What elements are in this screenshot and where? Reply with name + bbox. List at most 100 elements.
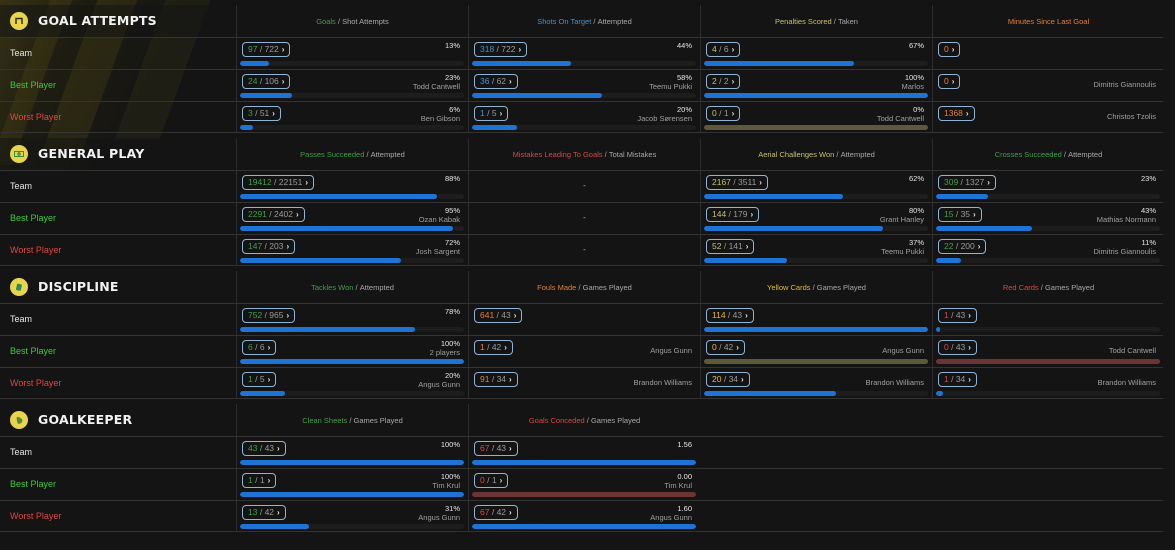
stat-value-button[interactable]: 1 / 5 › bbox=[474, 106, 509, 121]
stat-percentage: 13% bbox=[444, 41, 460, 50]
stat-numerator: 2291 bbox=[248, 209, 267, 219]
stat-value-button[interactable]: 0 / 43 › bbox=[938, 340, 977, 355]
stat-denominator: 5 bbox=[259, 374, 265, 384]
stat-denominator: 1327 bbox=[965, 177, 985, 187]
chevron-right-icon: › bbox=[504, 343, 507, 352]
row-label-team: Team bbox=[10, 447, 33, 457]
stat-value-button[interactable]: 19412 / 22151 › bbox=[242, 175, 315, 190]
row-label-worst: Worst Player bbox=[10, 511, 62, 521]
stat-denominator: 42 bbox=[496, 507, 507, 517]
chevron-right-icon: › bbox=[968, 375, 971, 384]
stat-value-button[interactable]: 309 / 1327 › bbox=[938, 175, 996, 190]
stat-value-button[interactable]: 641 / 43 › bbox=[474, 308, 523, 323]
progress-track bbox=[936, 327, 1160, 332]
stat-value-button[interactable]: 1 / 42 › bbox=[474, 340, 513, 355]
progress-fill bbox=[240, 125, 254, 130]
stat-denominator: 1 bbox=[259, 475, 265, 485]
stat-denominator: 22151 bbox=[278, 177, 303, 187]
row-label-team: Team bbox=[10, 314, 33, 324]
stat-value-button[interactable]: 6 / 6 › bbox=[242, 340, 277, 355]
chevron-right-icon: › bbox=[951, 77, 955, 86]
column-header-separator: / bbox=[831, 16, 838, 26]
stat-cell: 15 / 35 › 43% Mathias Normann bbox=[932, 203, 1164, 234]
column-header: Shots On Target / Attempted bbox=[468, 5, 700, 37]
stat-cell: 1 / 34 › Brandon Williams bbox=[932, 368, 1164, 399]
stat-value-button[interactable]: 2291 / 2402 › bbox=[242, 207, 305, 222]
stat-percentage: 78% bbox=[444, 307, 460, 316]
column-header-metric: Goals Conceded bbox=[528, 415, 585, 425]
stat-value-button[interactable]: 67 / 43 › bbox=[474, 441, 518, 456]
column-header-separator: / bbox=[576, 282, 583, 292]
progress-track bbox=[240, 391, 464, 396]
stat-value-button[interactable]: 91 / 34 › bbox=[474, 372, 518, 387]
stat-value-button[interactable]: 0 › bbox=[938, 42, 961, 57]
stat-numerator: 52 bbox=[712, 241, 722, 251]
stat-value-button[interactable]: 1368 › bbox=[938, 106, 975, 121]
stat-value-button[interactable]: 4 / 6 › bbox=[706, 42, 741, 57]
stat-value-button[interactable]: 144 / 179 › bbox=[706, 207, 760, 222]
stat-value-button[interactable]: 97 / 722 › bbox=[242, 42, 291, 57]
stat-value-button[interactable]: 318 / 722 › bbox=[474, 42, 528, 57]
stat-value-button[interactable]: 13 / 42 › bbox=[242, 505, 286, 520]
stat-value-button[interactable]: 1 / 34 › bbox=[938, 372, 977, 387]
column-header-separator: / bbox=[602, 149, 609, 159]
stat-value: 1368 bbox=[944, 108, 963, 118]
player-name: Grant Hanley bbox=[879, 215, 924, 224]
stat-denominator: 5 bbox=[491, 108, 497, 118]
stat-value-button[interactable]: 1 / 1 › bbox=[242, 473, 277, 488]
stat-denominator: 42 bbox=[264, 507, 275, 517]
stat-value-button[interactable]: 43 / 43 › bbox=[242, 441, 286, 456]
chevron-right-icon: › bbox=[513, 311, 517, 320]
section-title: GENERAL PLAY bbox=[38, 146, 145, 161]
player-name: Angus Gunn bbox=[418, 380, 460, 389]
stat-value-button[interactable]: 2 / 2 › bbox=[706, 74, 741, 89]
progress-track bbox=[240, 492, 464, 497]
progress-fill bbox=[240, 460, 464, 465]
stat-denominator: 3511 bbox=[738, 177, 757, 187]
stat-numerator: 4 bbox=[712, 44, 717, 54]
stat-value-button[interactable]: 52 / 141 › bbox=[706, 239, 755, 254]
stat-value-button[interactable]: 20 / 34 › bbox=[706, 372, 750, 387]
stat-value-button[interactable]: 1 / 43 › bbox=[938, 308, 977, 323]
player-name: Brandon Williams bbox=[1097, 378, 1156, 387]
progress-fill bbox=[240, 61, 270, 66]
stat-cell: 0 / 1 › 0.00 Tim Krul bbox=[468, 469, 700, 500]
stat-value-button[interactable]: 147 / 203 › bbox=[242, 239, 296, 254]
stat-denominator: 43 bbox=[732, 310, 743, 320]
stat-value-button[interactable]: 15 / 35 › bbox=[938, 207, 982, 222]
progress-fill bbox=[240, 258, 402, 263]
column-header-denominator: Games Played bbox=[353, 415, 403, 425]
stat-numerator: 752 bbox=[248, 310, 263, 320]
stat-value-button[interactable]: 22 / 200 › bbox=[938, 239, 987, 254]
column-header-denominator: Attempted bbox=[1068, 149, 1103, 159]
column-header-denominator: Games Played bbox=[1044, 282, 1095, 292]
card-icon bbox=[10, 278, 28, 296]
stat-numerator: 22 bbox=[944, 241, 954, 251]
stat-numerator: 2 bbox=[712, 76, 717, 86]
column-header-denominator: Taken bbox=[837, 16, 858, 26]
stat-value-button[interactable]: 2167 / 3511 › bbox=[706, 175, 768, 190]
stat-value-button[interactable]: 67 / 42 › bbox=[474, 505, 518, 520]
stat-value-button[interactable]: 3 / 51 › bbox=[242, 106, 281, 121]
stat-value-button[interactable]: 24 / 106 › bbox=[242, 74, 291, 89]
stat-value-button[interactable]: 0 › bbox=[938, 74, 961, 89]
stat-value-button[interactable]: 0 / 42 › bbox=[706, 340, 745, 355]
stat-percentage: 80% bbox=[908, 206, 924, 215]
stat-value-button[interactable]: 1 / 5 › bbox=[242, 372, 277, 387]
stat-value-button[interactable]: 752 / 965 › bbox=[242, 308, 296, 323]
stat-denominator: 1 bbox=[723, 108, 729, 118]
progress-track bbox=[936, 391, 1160, 396]
stat-value-button[interactable]: 114 / 43 › bbox=[706, 308, 754, 323]
column-header-separator: / bbox=[584, 415, 591, 425]
stat-value-button[interactable]: 36 / 62 › bbox=[474, 74, 518, 89]
progress-track bbox=[936, 258, 1160, 263]
stat-numerator: 43 bbox=[248, 443, 258, 453]
section-header-bar bbox=[0, 271, 1163, 303]
player-name: Dimitris Giannoulis bbox=[1093, 80, 1156, 89]
stat-percentage: 37% bbox=[908, 238, 924, 247]
stat-value-button[interactable]: 0 / 1 › bbox=[474, 473, 509, 488]
column-header-denominator: Games Played bbox=[590, 415, 641, 425]
stat-value-button[interactable]: 0 / 1 › bbox=[706, 106, 741, 121]
stat-numerator: 1 bbox=[944, 374, 949, 384]
progress-fill bbox=[472, 61, 571, 66]
